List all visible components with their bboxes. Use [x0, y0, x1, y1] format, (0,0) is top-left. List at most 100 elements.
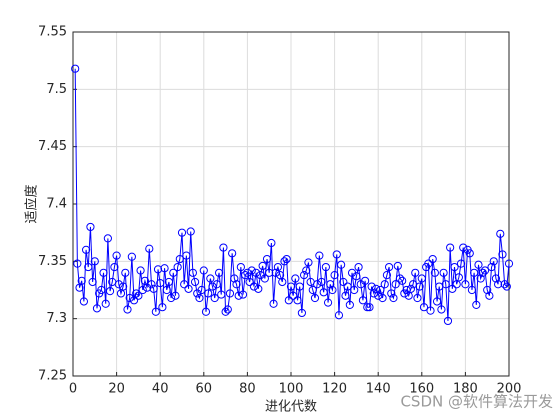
data-point — [448, 284, 457, 293]
data-point — [125, 293, 134, 303]
data-point — [398, 276, 407, 285]
data-point — [138, 285, 147, 295]
data-point — [385, 262, 394, 272]
data-point — [260, 274, 269, 283]
data-point — [323, 298, 333, 307]
data-point — [465, 249, 474, 258]
data-point — [395, 274, 405, 283]
data-point — [92, 304, 102, 313]
y-tick-label: 7.25 — [38, 369, 67, 384]
data-point — [419, 303, 429, 312]
data-point — [214, 268, 224, 277]
data-point — [321, 262, 330, 272]
x-tick-label: 120 — [322, 382, 347, 397]
data-point — [480, 266, 490, 275]
data-point — [114, 280, 123, 289]
data-point — [136, 266, 145, 275]
data-point — [406, 284, 415, 293]
data-point — [186, 227, 195, 236]
data-point — [252, 268, 261, 277]
data-point — [483, 285, 492, 295]
y-tick-label: 7.45 — [38, 139, 67, 154]
data-point — [267, 238, 276, 248]
data-point — [450, 262, 459, 272]
data-point — [476, 274, 485, 283]
data-point — [365, 303, 374, 312]
data-point — [134, 291, 143, 300]
data-point — [500, 280, 509, 289]
data-point — [487, 262, 496, 272]
data-point — [443, 316, 453, 326]
data-point — [71, 64, 80, 73]
data-point — [110, 262, 119, 272]
data-point — [208, 282, 217, 291]
data-point — [177, 228, 187, 237]
data-point — [247, 266, 256, 275]
y-tick-label: 7.3 — [46, 311, 67, 326]
data-point — [123, 305, 132, 314]
x-tick-label: 160 — [409, 382, 434, 397]
data-point — [328, 285, 337, 295]
data-point — [308, 285, 317, 295]
data-point — [491, 274, 501, 283]
data-point — [446, 243, 455, 252]
data-point — [219, 243, 228, 252]
x-tick-label: 200 — [497, 382, 522, 397]
data-point — [127, 252, 136, 261]
data-point — [156, 279, 165, 288]
data-point — [350, 285, 359, 295]
data-point — [282, 254, 291, 264]
data-point — [498, 250, 507, 259]
data-point — [280, 257, 289, 266]
data-point — [210, 293, 219, 303]
data-point — [169, 268, 178, 277]
data-point — [278, 277, 287, 287]
data-point — [132, 289, 141, 298]
data-point — [459, 243, 468, 252]
data-point — [105, 287, 115, 296]
data-line — [74, 68, 510, 321]
data-point — [299, 270, 309, 280]
data-point — [417, 274, 426, 283]
data-point — [389, 293, 398, 303]
data-point — [337, 260, 346, 269]
data-point — [217, 290, 226, 299]
data-point — [234, 291, 243, 300]
data-point — [295, 282, 304, 291]
data-point — [382, 270, 392, 280]
data-point — [430, 268, 439, 277]
data-point — [496, 229, 505, 238]
data-point — [245, 277, 254, 287]
data-point — [271, 268, 280, 277]
data-point — [334, 311, 344, 320]
data-point — [99, 268, 108, 277]
data-point — [221, 307, 230, 316]
data-point — [230, 274, 239, 283]
data-point — [326, 280, 335, 289]
data-point — [197, 285, 206, 295]
data-point — [175, 254, 184, 264]
data-point — [369, 289, 378, 298]
data-point — [160, 264, 169, 273]
data-point — [206, 274, 215, 283]
data-point — [411, 268, 420, 277]
data-point — [97, 285, 106, 295]
data-point — [262, 254, 272, 264]
data-point — [393, 261, 402, 271]
data-point — [184, 284, 193, 293]
data-point — [151, 307, 160, 316]
data-point — [293, 296, 302, 305]
data-point — [494, 280, 503, 289]
y-tick-label: 7.5 — [46, 82, 67, 97]
x-tick-label: 140 — [366, 382, 391, 397]
data-point — [86, 222, 95, 232]
data-point — [88, 277, 97, 287]
data-point — [361, 276, 370, 285]
data-point — [374, 291, 383, 300]
data-point — [201, 307, 211, 316]
data-point — [415, 282, 424, 291]
data-point — [413, 293, 422, 303]
data-point — [188, 268, 197, 277]
data-point — [273, 262, 283, 272]
x-axis-label: 进化代数 — [265, 400, 317, 415]
